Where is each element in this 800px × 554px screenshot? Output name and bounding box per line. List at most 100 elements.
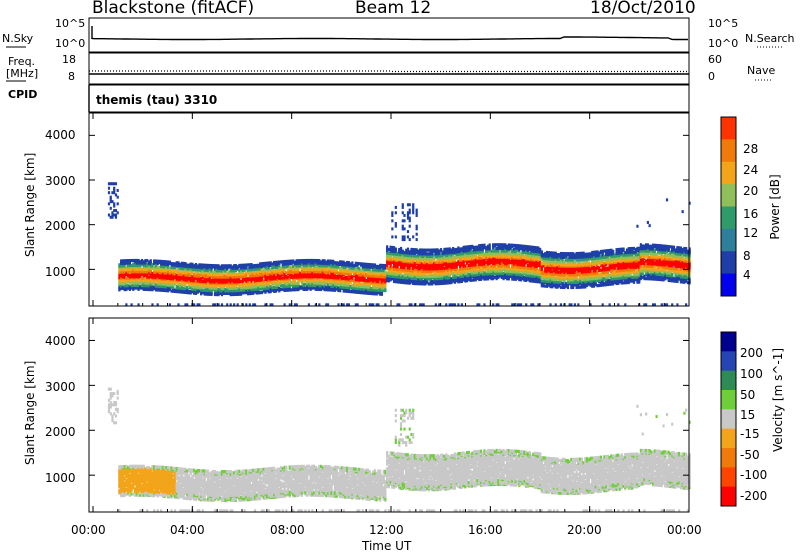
power-cell <box>426 252 429 256</box>
power-cell <box>180 279 184 283</box>
power-cell <box>179 262 182 266</box>
power-cell <box>521 268 524 272</box>
power-cell <box>412 258 415 262</box>
power-cell <box>276 285 279 289</box>
power-cell <box>113 204 116 208</box>
power-cell <box>460 274 463 278</box>
power-cell <box>335 275 338 279</box>
power-cell <box>471 273 474 277</box>
power-cell <box>471 261 474 265</box>
power-cell <box>227 272 231 277</box>
power-cell <box>471 244 474 248</box>
power-cell <box>128 280 131 284</box>
power-cell <box>443 277 446 282</box>
power-cell <box>459 249 462 254</box>
power-cell <box>271 282 274 286</box>
power-cell <box>474 245 477 249</box>
power-cell <box>493 251 497 256</box>
power-cell <box>177 267 180 271</box>
power-cell <box>127 264 130 268</box>
power-cell <box>518 263 521 267</box>
power-cell <box>156 284 159 288</box>
power-cell <box>483 264 486 269</box>
power-cell <box>530 248 533 252</box>
power-cell <box>295 284 298 288</box>
velocity-colorbar-tick: 15 <box>740 408 756 422</box>
power-cell <box>365 278 368 283</box>
power-cell <box>339 277 342 282</box>
power-cell <box>302 275 305 279</box>
power-cell <box>229 276 232 280</box>
power-cell <box>500 245 503 249</box>
power-cell <box>514 266 517 270</box>
power-cell <box>196 289 199 293</box>
power-cell <box>432 277 436 281</box>
power-cell <box>403 278 406 282</box>
power-cell <box>504 243 507 247</box>
power-cell <box>267 261 271 265</box>
power-cell <box>161 276 164 280</box>
power-cell <box>337 286 340 290</box>
power-cell <box>276 260 279 264</box>
power-cell <box>180 276 184 280</box>
power-cell <box>526 273 530 278</box>
power-cell <box>457 276 460 280</box>
power-cell <box>445 303 448 307</box>
power-cell <box>340 266 344 270</box>
power-cell <box>330 278 333 282</box>
power-cell <box>205 291 208 295</box>
power-cell <box>267 263 271 268</box>
power-cell <box>420 282 423 286</box>
power-cell <box>424 261 427 265</box>
power-cell <box>497 254 500 258</box>
power-cell <box>377 264 380 269</box>
power-cell <box>295 303 298 307</box>
power-cell <box>149 282 152 287</box>
power-cell <box>236 272 239 276</box>
power-cell <box>361 282 364 286</box>
power-cell <box>443 259 446 263</box>
power-cell <box>472 248 476 252</box>
power-cell <box>269 285 272 289</box>
power-cell <box>483 271 486 275</box>
power-cell <box>113 182 116 186</box>
freq-strip-frame <box>88 52 690 85</box>
power-cell <box>217 284 220 288</box>
power-cell <box>358 267 361 271</box>
power-cell <box>140 280 144 284</box>
power-cell <box>313 258 316 263</box>
power-cell <box>220 303 224 307</box>
power-cell <box>417 252 420 256</box>
power-cell <box>486 268 490 272</box>
power-cell <box>495 266 498 271</box>
power-cell <box>403 251 406 255</box>
power-cell <box>386 261 389 265</box>
power-cell <box>321 269 324 273</box>
power-colorbar-tick: 4 <box>743 268 751 282</box>
power-cell <box>273 273 276 277</box>
power-cell <box>107 213 111 217</box>
power-cell <box>441 266 444 270</box>
power-cell <box>408 203 411 207</box>
power-cell <box>224 268 227 272</box>
power-cell <box>493 275 497 279</box>
power-cell <box>233 292 236 297</box>
power-cell <box>156 259 159 263</box>
power-cell <box>415 224 418 228</box>
power-cell <box>399 265 403 269</box>
power-cell <box>161 272 164 276</box>
power-cell <box>132 283 135 288</box>
power-cell <box>297 259 300 263</box>
power-cell <box>488 260 491 265</box>
power-cell <box>427 252 430 256</box>
power-cell <box>319 260 323 264</box>
power-cell <box>365 272 368 276</box>
power-cell <box>499 254 502 258</box>
power-cell <box>398 303 401 307</box>
power-cell <box>241 263 244 267</box>
power-cell <box>318 267 321 271</box>
power-cell <box>415 277 418 281</box>
power-cell <box>439 248 443 252</box>
velocity-y-tick-label: 1000 <box>45 471 76 485</box>
power-cell <box>450 262 453 266</box>
